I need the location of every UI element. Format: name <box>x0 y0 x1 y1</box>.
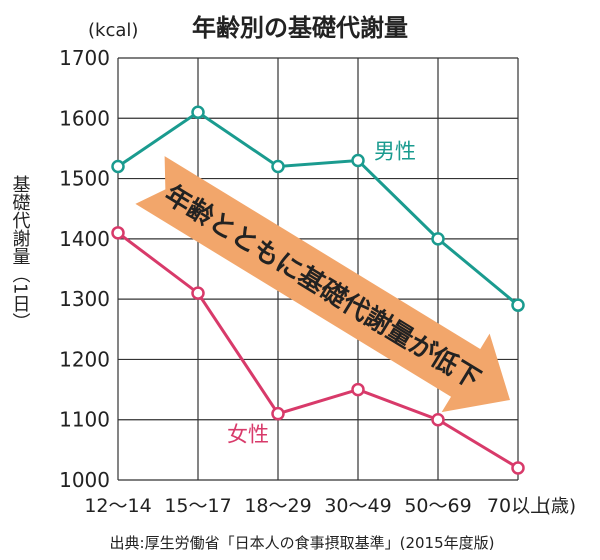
x-tick-label: 50〜69 <box>404 495 471 517</box>
y-tick-labels: 1000 1100 1200 1300 1400 1500 1600 1700 <box>59 46 110 492</box>
x-tick-labels: 12〜14 15〜17 18〜29 30〜49 50〜69 70以上 <box>84 495 549 517</box>
annotation-text: 年齢とともに基礎代謝量が低下 <box>159 179 486 395</box>
data-point <box>191 105 205 120</box>
x-tick-label: 70以上 <box>487 495 549 517</box>
y-tick-label: 1600 <box>59 106 110 130</box>
y-unit-label: (kcal) <box>88 20 138 41</box>
y-axis-label: 基礎代謝量（1日） <box>10 175 31 331</box>
x-tick-label: 18〜29 <box>244 495 311 517</box>
data-point <box>431 232 445 246</box>
y-tick-label: 1400 <box>59 227 110 251</box>
x-tick-label: 12〜14 <box>84 495 151 517</box>
y-tick-label: 1300 <box>59 287 110 311</box>
source-note: 出典:厚生労働省「日本人の食事摂取基準」(2015年度版) <box>110 534 495 552</box>
data-point <box>271 406 285 421</box>
y-tick-label: 1500 <box>59 167 110 191</box>
series-line-male <box>117 110 519 307</box>
series-label-male: 男性 <box>374 139 416 163</box>
annotation-arrow: 年齢とともに基礎代謝量が低下 <box>135 156 510 413</box>
data-point <box>351 382 365 397</box>
y-tick-label: 1700 <box>59 46 110 70</box>
y-tick-label: 1100 <box>59 408 110 432</box>
series-group <box>111 105 525 475</box>
y-tick-label: 1200 <box>59 347 110 371</box>
data-point <box>271 159 285 174</box>
data-point <box>111 159 125 174</box>
series-line-female <box>117 231 519 470</box>
annotation-arrow-shape <box>135 156 510 413</box>
x-tick-label: 30〜49 <box>324 495 391 517</box>
annotation-arrow-group: 年齢とともに基礎代謝量が低下 <box>135 156 510 413</box>
x-tick-label: 15〜17 <box>164 495 231 517</box>
y-tick-label: 1000 <box>59 468 110 492</box>
data-point <box>351 153 365 168</box>
data-point <box>511 461 525 475</box>
data-point <box>191 286 205 300</box>
data-point <box>511 298 525 312</box>
chart-title: 年齢別の基礎代謝量 <box>192 14 408 42</box>
data-point <box>111 226 125 240</box>
x-unit-label: (歳) <box>544 496 576 517</box>
series-label-female: 女性 <box>227 423 269 447</box>
data-point <box>431 412 445 427</box>
